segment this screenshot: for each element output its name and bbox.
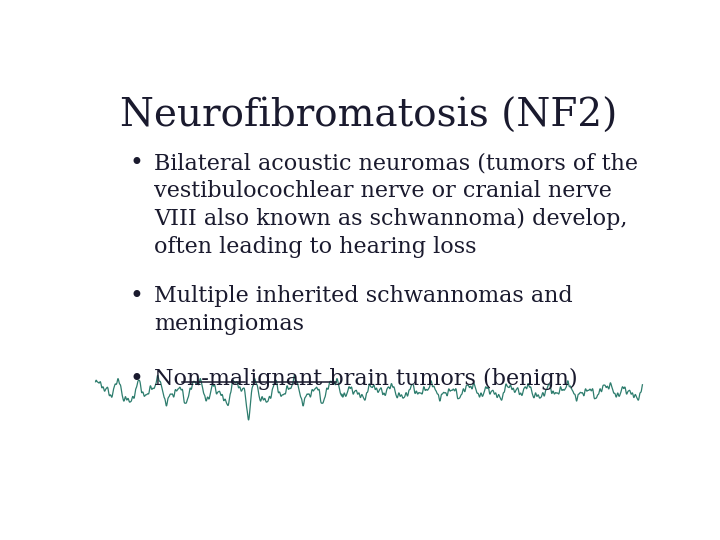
Text: •: •: [129, 285, 143, 308]
Text: Multiple inherited schwannomas and
meningiomas: Multiple inherited schwannomas and menin…: [154, 285, 573, 335]
Text: •: •: [129, 152, 143, 175]
Text: Bilateral acoustic neuromas (tumors of the
vestibulocochlear nerve or cranial ne: Bilateral acoustic neuromas (tumors of t…: [154, 152, 638, 258]
Text: •: •: [129, 368, 143, 392]
Text: Neurofibromatosis (NF2): Neurofibromatosis (NF2): [120, 98, 618, 135]
Text: Non-malignant brain tumors (benign): Non-malignant brain tumors (benign): [154, 368, 577, 390]
